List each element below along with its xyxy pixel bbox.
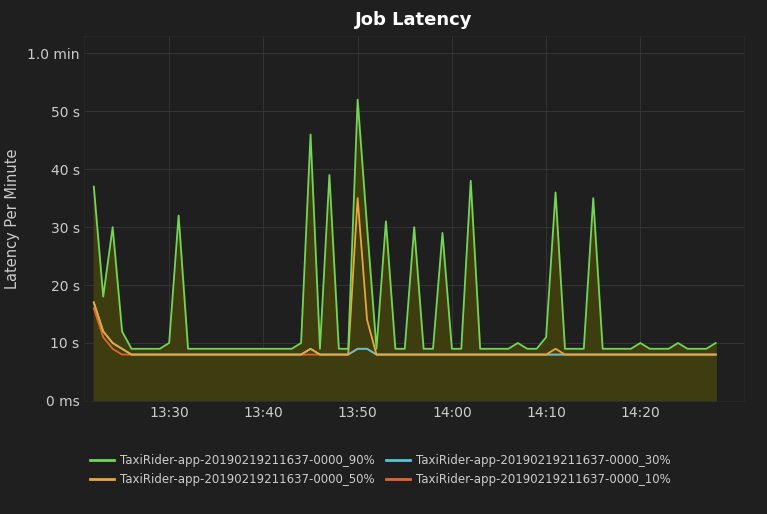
Y-axis label: Latency Per Minute: Latency Per Minute xyxy=(5,148,20,289)
Legend: TaxiRider-app-20190219211637-0000_90%, TaxiRider-app-20190219211637-0000_50%, Ta: TaxiRider-app-20190219211637-0000_90%, T… xyxy=(91,454,670,486)
Title: Job Latency: Job Latency xyxy=(355,11,473,29)
